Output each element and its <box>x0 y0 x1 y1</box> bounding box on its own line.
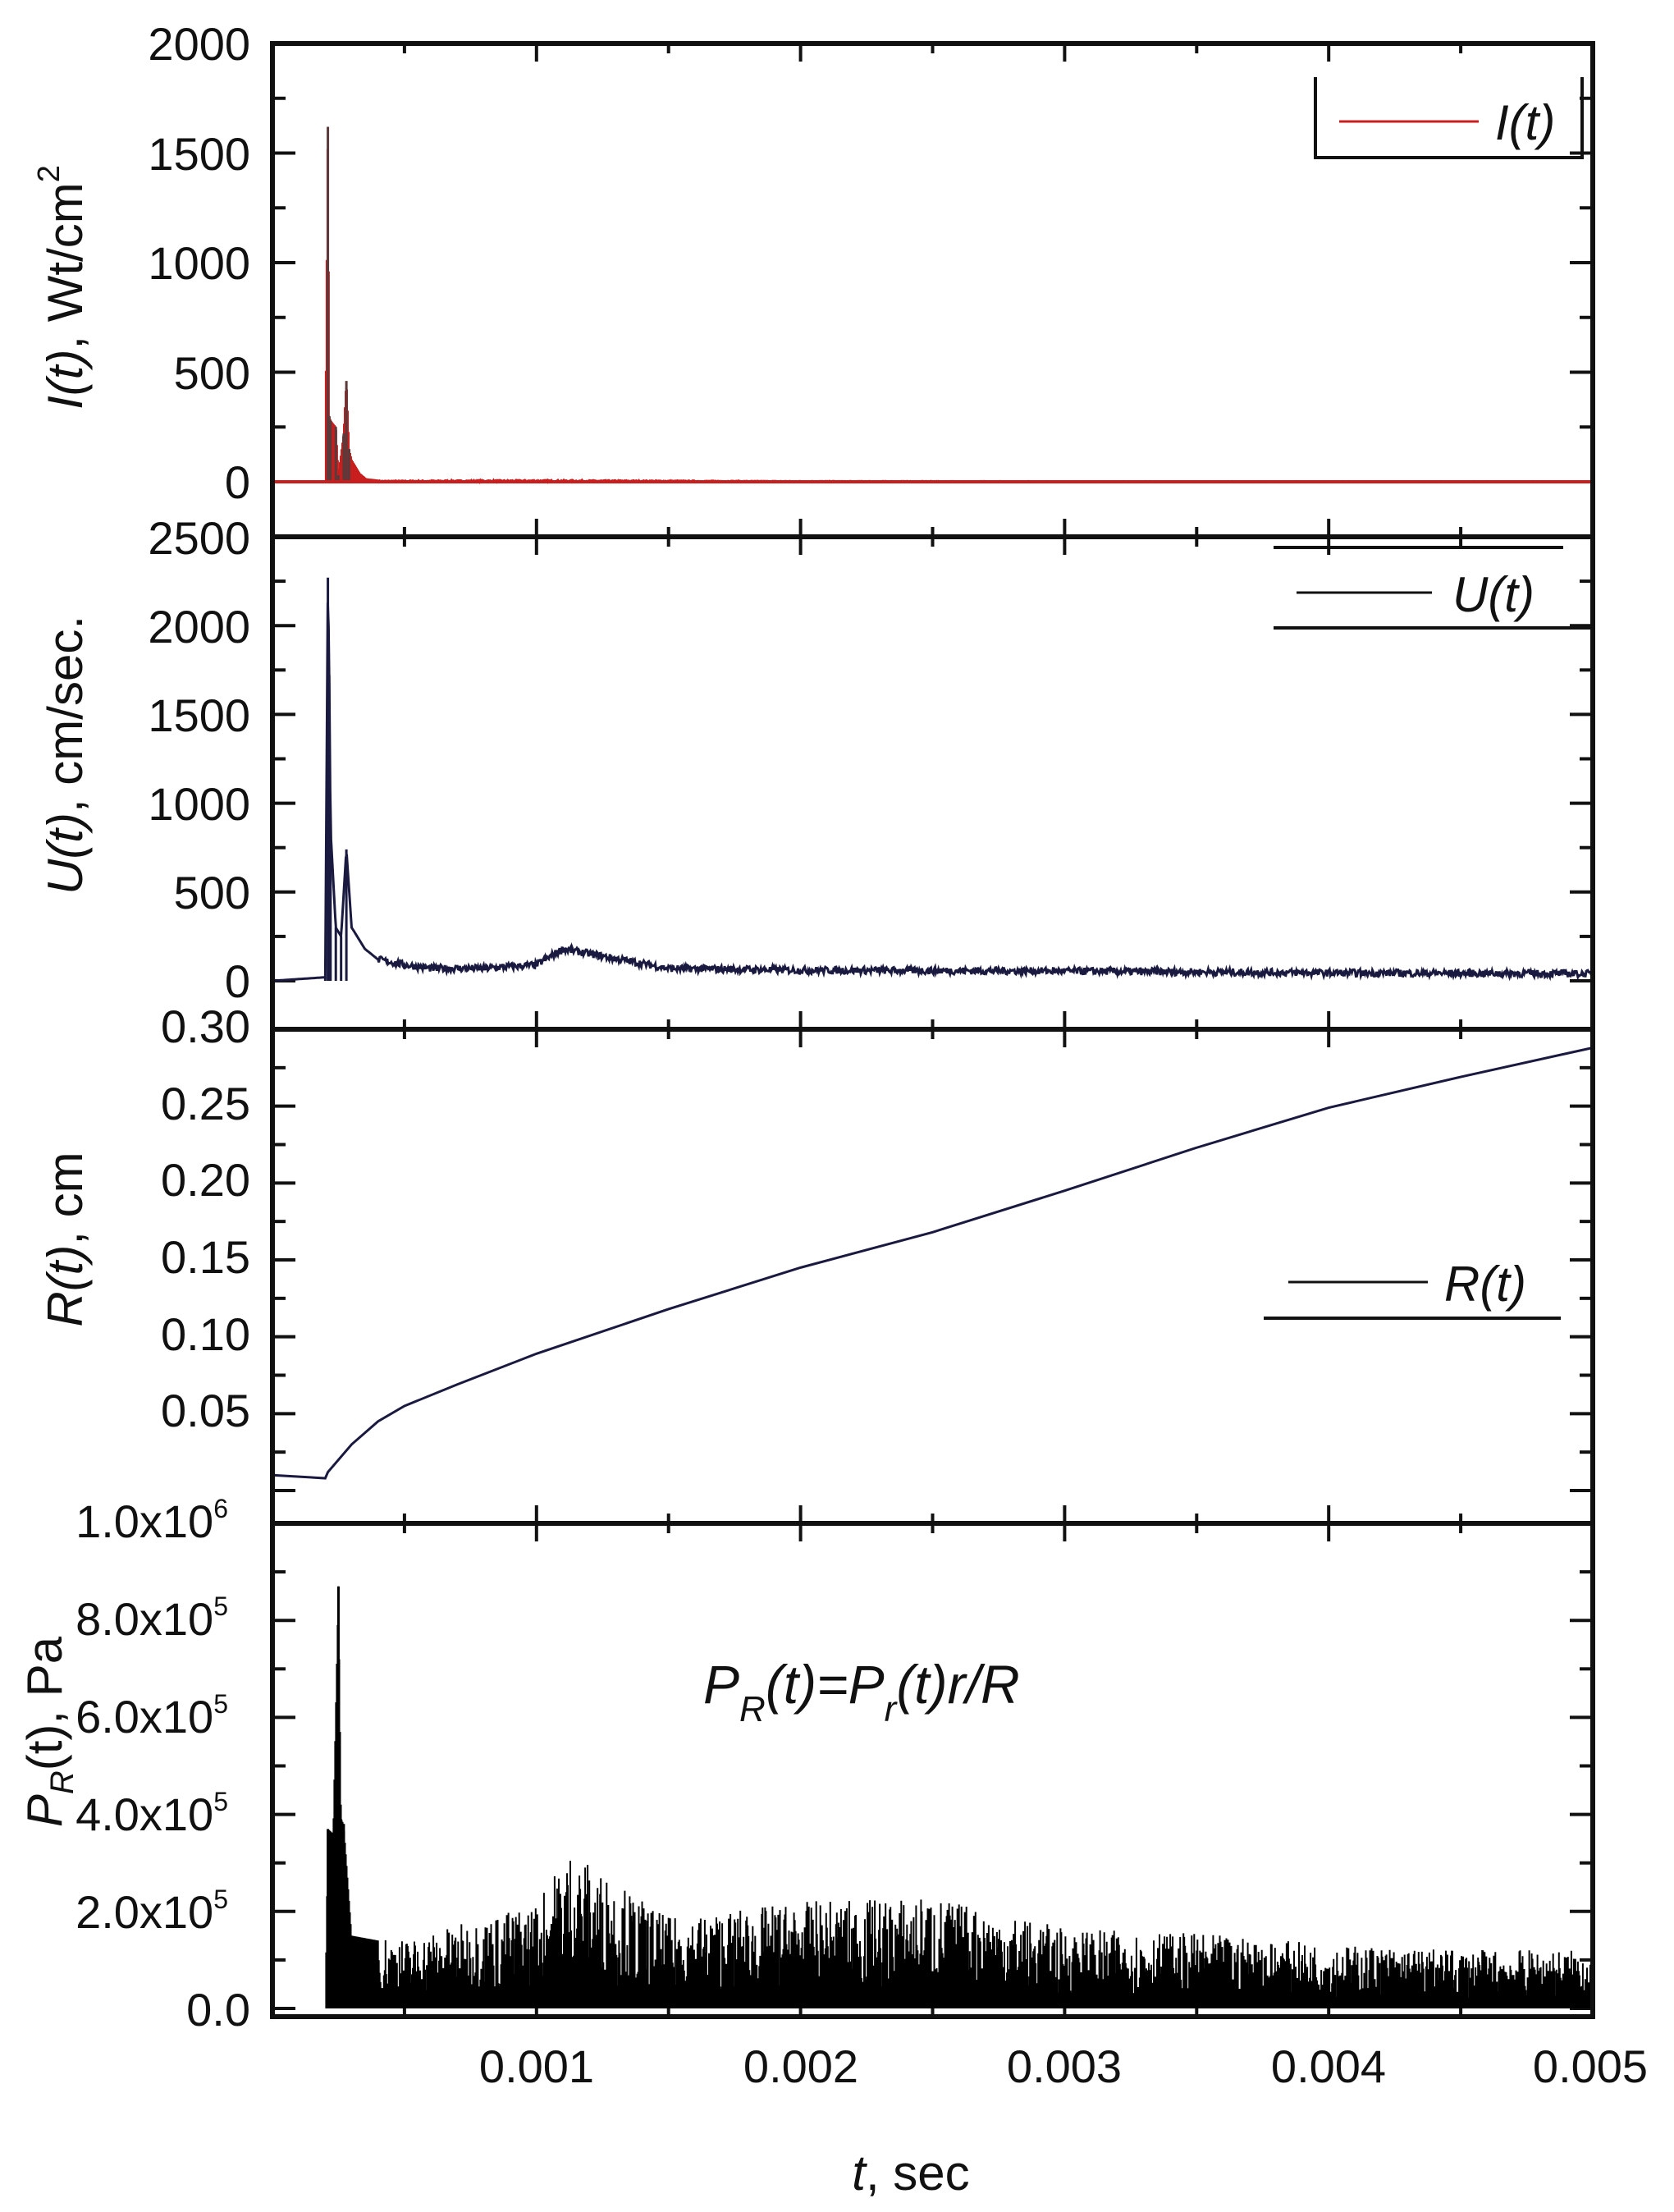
xtick-label: 0.002 <box>743 2040 858 2092</box>
ytick-label: 1500 <box>148 689 250 741</box>
ytick-label: 0 <box>225 456 250 508</box>
ytick-label: 2.0x105 <box>75 1885 228 1938</box>
legend-label: U(t) <box>1452 567 1534 622</box>
panel-pressure-yticks: 1.0x106 8.0x105 6.0x105 4.0x105 2.0x105 … <box>75 1494 250 2036</box>
ytick-label: 0.0 <box>186 1984 250 2036</box>
formula-annotation: PR(t)=Pr(t)r/R <box>703 1654 1020 1729</box>
ytick-label: 0.10 <box>161 1308 250 1360</box>
panel-velocity-yticks: 2500 2000 1500 1000 500 0 <box>148 512 250 1007</box>
y-axis-title-pressure: PR(t), Pa <box>17 1636 80 1827</box>
ytick-label: 0.25 <box>161 1078 250 1129</box>
ytick-label: 4.0x105 <box>75 1787 228 1840</box>
panel-intensity-yticks: 2000 1500 1000 500 0 <box>148 18 250 508</box>
ytick-label: 1000 <box>148 778 250 830</box>
x-axis-title: t, sec <box>852 2146 969 2201</box>
y-axis-title-radius: R(t), cm <box>38 1152 93 1326</box>
ytick-label: 2000 <box>148 601 250 653</box>
ytick-label: 1000 <box>148 237 250 289</box>
legend-velocity: U(t) <box>1274 546 1593 630</box>
ytick-label: 0.15 <box>161 1231 250 1283</box>
ytick-label: 1.0x106 <box>75 1494 228 1547</box>
ytick-label: 0.30 <box>161 1001 250 1052</box>
x-axis-tick-labels: 0.001 0.002 0.003 0.004 0.005 <box>479 2040 1648 2092</box>
y-axis-title-intensity: I(t), Wt/cm2 <box>32 165 93 410</box>
xtick-label: 0.003 <box>1007 2040 1122 2092</box>
panel-I <box>270 41 1595 539</box>
ytick-label: 500 <box>174 867 250 918</box>
xtick-label: 0.004 <box>1271 2040 1386 2092</box>
ytick-label: 500 <box>174 347 250 399</box>
ytick-label: 0 <box>225 955 250 1007</box>
ytick-label: 0.05 <box>161 1385 250 1436</box>
plot-panels <box>270 41 1595 2019</box>
ytick-label: 2500 <box>148 512 250 564</box>
legend-label: I(t) <box>1495 95 1555 150</box>
panel-radius-yticks: 0.30 0.25 0.20 0.15 0.10 0.05 <box>161 1001 250 1436</box>
ytick-label: 6.0x105 <box>75 1689 228 1743</box>
ytick-label: 1500 <box>148 128 250 180</box>
legend-intensity: I(t) <box>1314 77 1584 159</box>
panel-U <box>270 534 1595 1032</box>
legend-label: R(t) <box>1444 1257 1526 1312</box>
y-axis-title-velocity: U(t), cm/sec. <box>38 616 93 895</box>
ytick-label: 0.20 <box>161 1154 250 1206</box>
panel-R <box>270 1027 1595 1526</box>
xtick-label: 0.001 <box>479 2040 594 2092</box>
ytick-label: 8.0x105 <box>75 1591 228 1645</box>
panel-P <box>270 1521 1595 2019</box>
xtick-label: 0.005 <box>1533 2040 1648 2092</box>
legend-radius: R(t) <box>1264 1257 1561 1320</box>
ytick-label: 2000 <box>148 18 250 70</box>
